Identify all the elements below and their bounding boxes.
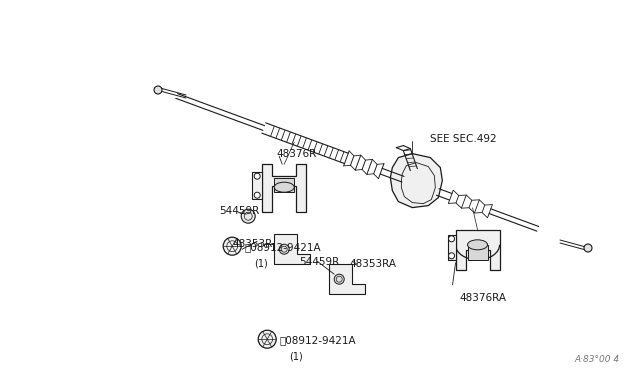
Text: 48376R: 48376R: [276, 149, 316, 159]
Circle shape: [449, 236, 454, 242]
Text: 54459R: 54459R: [300, 257, 339, 267]
Circle shape: [334, 274, 344, 284]
Ellipse shape: [468, 240, 488, 250]
Text: 48353R: 48353R: [232, 239, 273, 249]
Text: ⓝ08912-9421A: ⓝ08912-9421A: [244, 242, 321, 252]
Text: (1): (1): [254, 258, 268, 268]
Text: 48353RA: 48353RA: [349, 259, 396, 269]
Text: 54459R: 54459R: [220, 206, 259, 216]
Circle shape: [254, 173, 260, 179]
Polygon shape: [252, 172, 262, 199]
Circle shape: [449, 253, 454, 259]
Polygon shape: [274, 234, 310, 264]
Circle shape: [258, 330, 276, 348]
Circle shape: [279, 244, 289, 254]
Text: SEE SEC.492: SEE SEC.492: [430, 134, 497, 144]
Ellipse shape: [274, 182, 294, 192]
Text: ⓝ08912-9421A: ⓝ08912-9421A: [279, 335, 356, 345]
Circle shape: [223, 237, 241, 255]
Text: 48376RA: 48376RA: [460, 293, 506, 303]
Text: A·83°00 4: A·83°00 4: [575, 355, 620, 364]
Polygon shape: [447, 235, 456, 260]
Polygon shape: [468, 245, 488, 260]
Circle shape: [154, 86, 162, 94]
Circle shape: [254, 192, 260, 198]
Text: (1): (1): [289, 351, 303, 361]
Circle shape: [241, 209, 255, 223]
Polygon shape: [274, 178, 294, 192]
Circle shape: [584, 244, 592, 252]
Polygon shape: [456, 230, 500, 270]
Polygon shape: [329, 264, 365, 294]
Polygon shape: [262, 164, 306, 212]
Polygon shape: [390, 154, 442, 208]
